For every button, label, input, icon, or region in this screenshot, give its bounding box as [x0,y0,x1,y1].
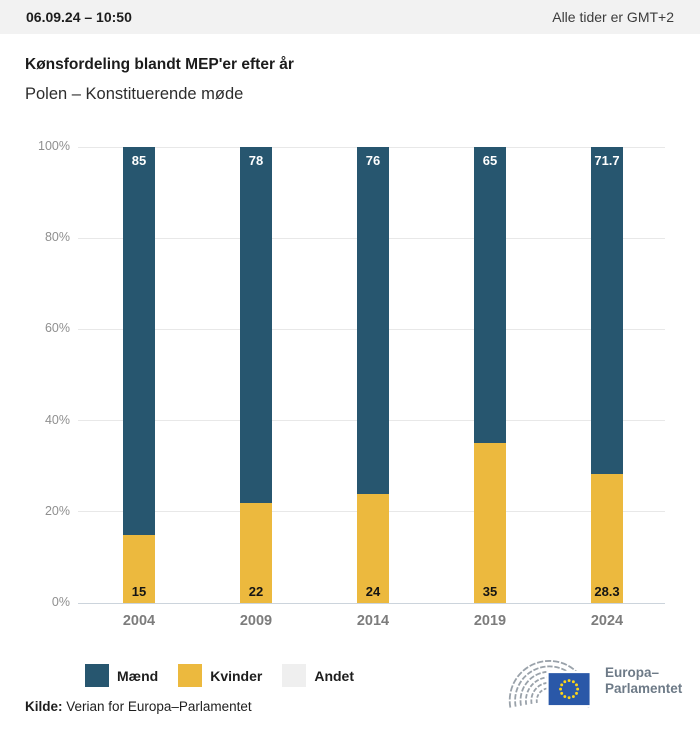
bar-value-label-2024-mænd: 71.7 [594,153,620,169]
bar-segment-2019-kvinder[interactable]: 35 [474,443,506,603]
bar-segment-2024-kvinder[interactable]: 28.3 [591,473,623,603]
chart-title: Kønsfordeling blandt MEP'er efter år [25,56,294,73]
logo-wordmark: Europa– Parlamentet [605,665,682,697]
x-tick-label-2014: 2014 [356,613,390,629]
logo-line2: Parlamentet [605,681,683,696]
bar-value-label-2014-kvinder: 24 [365,584,381,599]
legend-label-andet: Andet [314,667,355,684]
logo-line1: Europa– [605,665,660,681]
legend-item-andet[interactable]: Andet [282,664,354,687]
legend: Mænd Kvinder Andet [85,664,354,687]
source-label: Kilde: [25,699,63,714]
legend-swatch-kvinder [178,664,203,687]
bar-segment-2004-mænd[interactable]: 85 [123,147,155,535]
datetime-label: 06.09.24 – 10:50 [26,9,132,25]
bar-value-label-2004-mænd: 85 [131,153,147,169]
gridline-100 [78,146,665,148]
legend-item-mænd[interactable]: Mænd [85,664,158,687]
chart: 15 85 22 78 24 76 35 65 28.3 71.7 0% 20% 40% 60% 80% 1… [0,139,700,647]
bar-segment-2019-mænd[interactable]: 65 [474,147,506,444]
source-text: Verian for Europa–Parlamentet [66,699,252,714]
hemicycle-eu-flag-icon [508,660,592,708]
y-tick-label-20: 20% [44,503,70,518]
source-note: Kilde: Verian for Europa–Parlamentet [25,699,252,714]
bar-value-label-2024-kvinder: 28.3 [594,584,620,599]
timezone-note: Alle tider er GMT+2 [552,9,674,25]
legend-swatch-mænd [85,664,109,687]
x-tick-label-2019: 2019 [473,613,507,629]
legend-label-mænd: Mænd [117,667,159,684]
gridline-0 [78,602,665,604]
legend-label-kvinder: Kvinder [210,667,263,684]
x-tick-label-2024: 2024 [590,613,624,629]
europa-parlamentet-logo: Europa– Parlamentet [506,654,682,708]
plot-area: 15 85 22 78 24 76 35 65 28.3 71.7 [78,146,665,604]
bar-segment-2009-kvinder[interactable]: 22 [240,502,272,603]
x-tick-label-2004: 2004 [122,613,156,629]
bar-segment-2024-mænd[interactable]: 71.7 [591,147,623,474]
bar-segment-2009-mænd[interactable]: 78 [240,147,272,503]
bar-value-label-2004-kvinder: 15 [131,584,147,599]
bar-segment-2014-mænd[interactable]: 76 [357,147,389,494]
legend-swatch-andet [282,664,307,687]
y-tick-label-80: 80% [44,230,70,245]
top-bar: 06.09.24 – 10:50 Alle tider er GMT+2 [0,0,700,34]
bar-segment-2014-kvinder[interactable]: 24 [357,493,389,603]
bar-value-label-2014-mænd: 76 [365,153,381,169]
bar-value-label-2019-kvinder: 35 [482,584,498,599]
legend-item-kvinder[interactable]: Kvinder [178,664,262,687]
y-tick-label-0: 0% [51,595,70,609]
y-tick-label-40: 40% [44,412,70,427]
x-tick-label-2009: 2009 [239,613,273,629]
y-tick-label-60: 60% [44,321,70,336]
y-tick-label-100: 100% [38,139,70,153]
chart-subtitle: Polen – Konstituerende møde [25,85,244,103]
bar-value-label-2009-kvinder: 22 [248,584,264,599]
bar-segment-2004-kvinder[interactable]: 15 [123,534,155,603]
bar-value-label-2009-mænd: 78 [248,153,264,169]
bar-value-label-2019-mænd: 65 [482,153,498,169]
